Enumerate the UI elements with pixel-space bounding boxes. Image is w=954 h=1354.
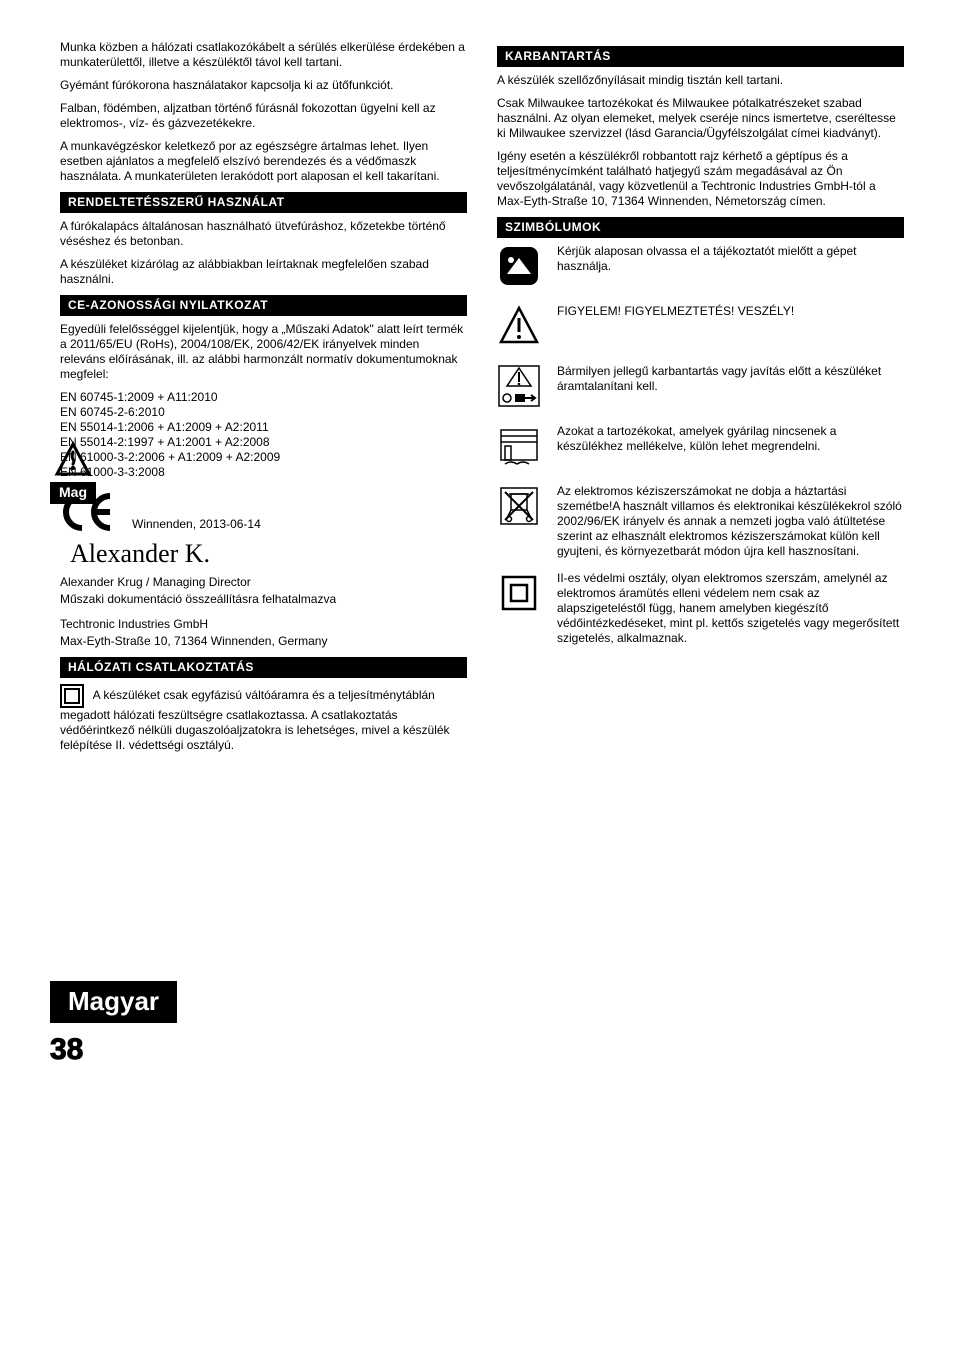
body-text: A készülék szellőzőnyílásait mindig tisz…	[497, 73, 904, 88]
standard-line: EN 61000-3-3:2008	[60, 465, 467, 480]
company-name: Techtronic Industries GmbH	[60, 617, 467, 632]
standard-line: EN 55014-1:2006 + A1:2009 + A2:2011	[60, 420, 467, 435]
body-text: A készüléket kizárólag az alábbiakban le…	[60, 257, 467, 287]
body-text: A fúrókalapács általánosan használható ü…	[60, 219, 467, 249]
body-text: Igény esetén a készülékről robbantott ra…	[497, 149, 904, 209]
company-address: Max-Eyth-Straße 10, 71364 Winnenden, Ger…	[60, 634, 467, 649]
section-header-ce: CE-AZONOSSÁGI NYILATKOZAT	[60, 295, 467, 316]
signature: Alexander K.	[70, 538, 467, 571]
weee-icon	[497, 484, 543, 532]
ce-date: Winnenden, 2013-06-14	[132, 517, 261, 532]
unplug-icon	[497, 364, 543, 412]
standard-line: EN 60745-1:2009 + A11:2010	[60, 390, 467, 405]
page-number: 38	[50, 1031, 904, 1069]
intro-para: A munkavégzéskor keletkező por az egészs…	[60, 139, 467, 184]
standard-line: EN 55014-2:1997 + A1:2001 + A2:2008	[60, 435, 467, 450]
body-text: A készüléket csak egyfázisú váltóáramra …	[60, 684, 467, 753]
section-header-intended-use: RENDELTETÉSSZERŰ HASZNÁLAT	[60, 192, 467, 213]
language-tab-label: Mag	[50, 482, 96, 504]
mains-text: A készüléket csak egyfázisú váltóáramra …	[60, 688, 450, 752]
symbol-text: Azokat a tartozékokat, amelyek gyárilag …	[557, 424, 904, 454]
read-manual-icon	[497, 244, 543, 292]
intro-para: Falban, födémben, aljzatban történő fúrá…	[60, 101, 467, 131]
standard-line: EN 61000-3-2:2006 + A1:2009 + A2:2009	[60, 450, 467, 465]
body-text: Csak Milwaukee tartozékokat és Milwaukee…	[497, 96, 904, 141]
footer-language: Magyar	[50, 981, 177, 1024]
symbol-text: II-es védelmi osztály, olyan elektromos …	[557, 571, 904, 646]
symbol-text: Bármilyen jellegű karbantartás vagy javí…	[557, 364, 904, 394]
section-header-symbols: SZIMBÓLUMOK	[497, 217, 904, 238]
accessory-icon	[497, 424, 543, 472]
section-header-maintenance: KARBANTARTÁS	[497, 46, 904, 67]
body-text: Egyedüli felelősséggel kijelentjük, hogy…	[60, 322, 467, 382]
signatory-name: Alexander Krug / Managing Director	[60, 575, 467, 590]
warning-icon	[497, 304, 543, 352]
symbol-text: FIGYELEM! FIGYELMEZTETÉS! VESZÉLY!	[557, 304, 904, 319]
symbol-text: Kérjük alaposan olvassa el a tájékoztató…	[557, 244, 904, 274]
warning-tab-icon	[53, 440, 93, 480]
signatory-role: Műszaki dokumentáció összeállításra felh…	[60, 592, 467, 607]
intro-para: Gyémánt fúrókorona használatakor kapcsol…	[60, 78, 467, 93]
language-tab: Mag	[50, 440, 96, 504]
standard-line: EN 60745-2-6:2010	[60, 405, 467, 420]
standards-list: EN 60745-1:2009 + A11:2010 EN 60745-2-6:…	[60, 390, 467, 480]
class2-icon	[60, 684, 84, 708]
class2-large-icon	[497, 571, 543, 619]
symbol-text: Az elektromos kéziszerszámokat ne dobja …	[557, 484, 904, 559]
intro-para: Munka közben a hálózati csatlakozókábelt…	[60, 40, 467, 70]
section-header-mains: HÁLÓZATI CSATLAKOZTATÁS	[60, 657, 467, 678]
